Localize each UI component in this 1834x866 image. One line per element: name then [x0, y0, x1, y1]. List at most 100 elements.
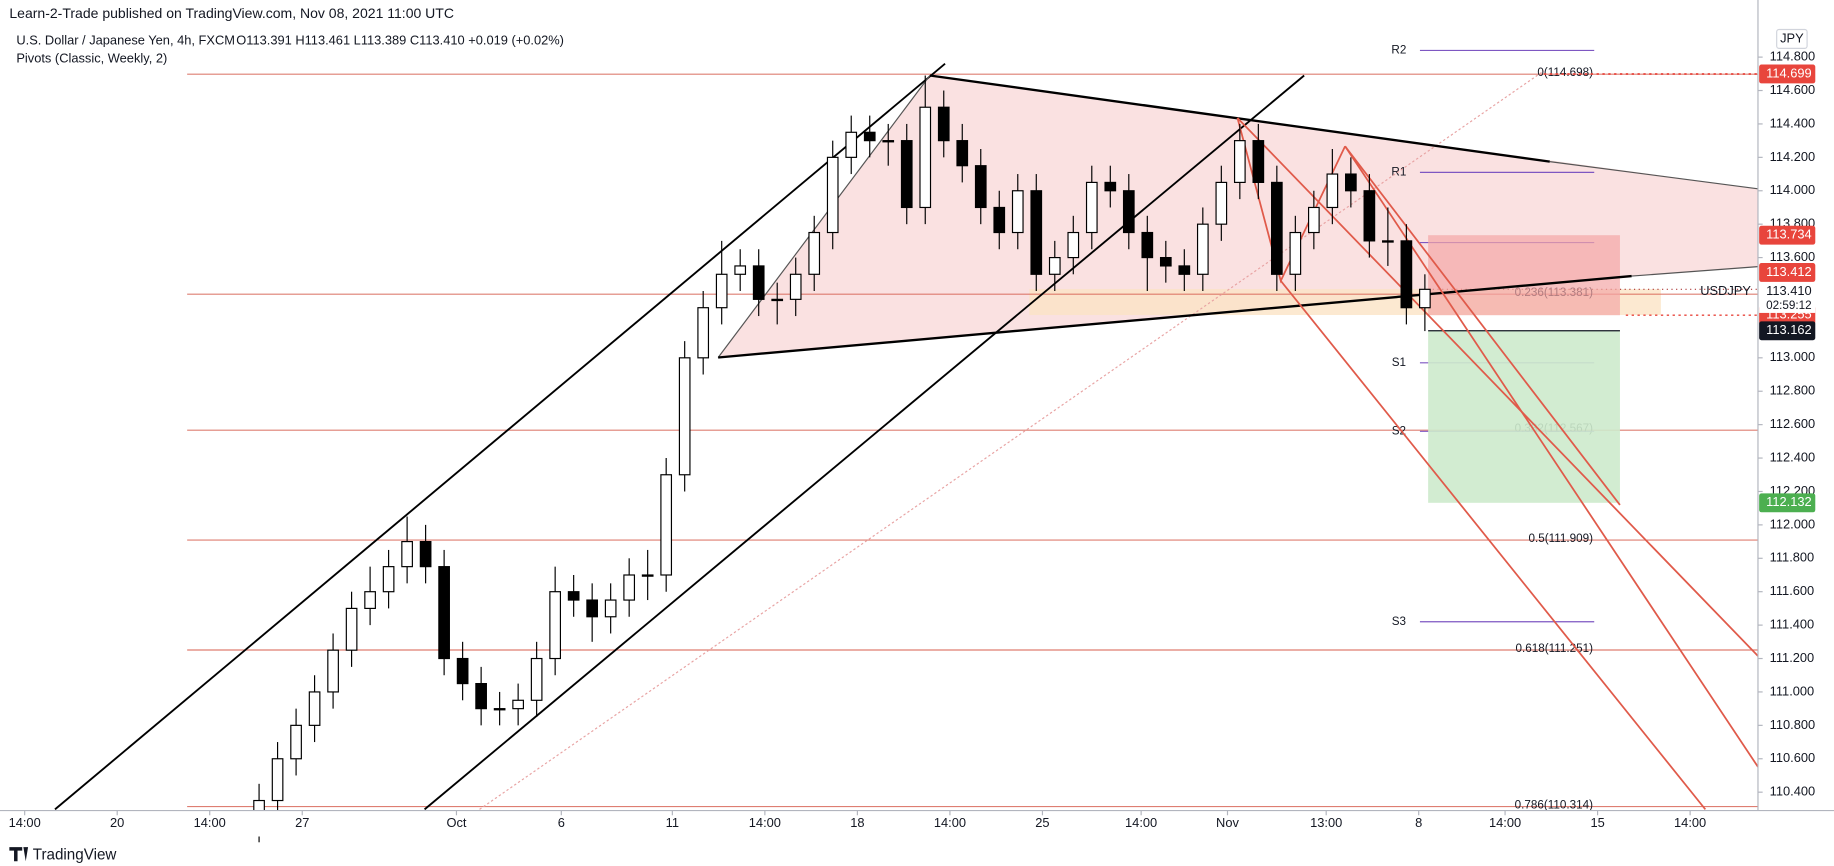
candle-body — [456, 657, 469, 685]
candle-body — [364, 591, 376, 609]
candle-body — [641, 574, 654, 577]
pivot-label: S2 — [1392, 424, 1406, 437]
y-tick-label: 114.400 — [1770, 115, 1816, 130]
price-tag — [1759, 321, 1816, 341]
candle-body — [1159, 256, 1172, 267]
brand: TradingView — [33, 846, 118, 863]
candle-body — [327, 649, 339, 693]
countdown: 02:59:12 — [1766, 299, 1811, 312]
price-tag-label: 113.734 — [1766, 227, 1812, 242]
candle-body — [956, 140, 969, 167]
x-tick-label: 14:00 — [9, 815, 41, 830]
price-tag — [1759, 64, 1816, 84]
candles — [253, 75, 1431, 843]
channel-line — [423, 74, 1305, 811]
candle-body — [660, 474, 673, 576]
price-tag — [1759, 263, 1816, 282]
currency-box — [1776, 28, 1808, 49]
candle-body — [697, 307, 710, 359]
candle-body — [1215, 181, 1228, 225]
symbol-label: USDJPY — [1700, 283, 1751, 298]
fib-label: 0.786(110.314) — [1515, 798, 1593, 811]
y-tick-label: 112.600 — [1770, 416, 1816, 431]
x-tick-label: 18 — [850, 815, 864, 830]
candle-body — [1122, 190, 1135, 234]
x-tick-label: 14:00 — [1125, 815, 1157, 830]
candle-body — [512, 699, 524, 710]
y-tick-label: 112.400 — [1770, 449, 1816, 464]
candle-body — [1067, 231, 1080, 259]
y-tick-label: 110.800 — [1770, 717, 1816, 732]
candle-body — [345, 607, 358, 651]
x-tick-label: Nov — [1216, 815, 1239, 830]
y-tick-label: 112.800 — [1770, 383, 1816, 398]
x-tick-label: 13:00 — [1310, 815, 1342, 830]
candle-body — [734, 265, 747, 275]
triangle-top-ext — [1549, 161, 1759, 190]
candle-body — [845, 131, 858, 158]
candle-body — [549, 591, 561, 660]
x-tick-label: 6 — [558, 815, 565, 830]
candle-body — [1400, 240, 1413, 309]
last-price: 113.410 — [1766, 283, 1812, 298]
candle-body — [1270, 181, 1283, 275]
fib-label: 0.5(111.909) — [1529, 532, 1594, 545]
y-tick-label: 111.600 — [1770, 583, 1815, 598]
candle-body — [1363, 190, 1376, 242]
triangle-bottom-ext — [1631, 266, 1759, 277]
pivot-label: S1 — [1392, 356, 1406, 369]
candle-body — [937, 106, 950, 142]
fib-label: 0.618(111.251) — [1516, 642, 1594, 655]
triangle-edge — [717, 75, 931, 358]
candle-body — [1308, 206, 1320, 234]
candle-body — [271, 758, 284, 802]
x-tick-label: 14:00 — [1674, 815, 1706, 830]
candle-body — [1141, 231, 1154, 259]
candle-body — [826, 156, 839, 234]
x-tick-label: 15 — [1590, 815, 1604, 830]
published-title: Learn-2-Trade published on TradingView.c… — [9, 5, 454, 21]
price-tag — [1759, 493, 1816, 513]
triangle-top — [929, 74, 1550, 163]
channel-line — [54, 62, 946, 811]
candle-body — [1178, 265, 1191, 275]
candle-body — [1011, 190, 1024, 234]
candle-body — [1419, 288, 1431, 309]
x-tick-label: 14:00 — [934, 815, 966, 830]
x-tick-label: 14:00 — [749, 815, 781, 830]
y-tick-label: 114.800 — [1770, 48, 1816, 63]
x-tick-label: 25 — [1035, 815, 1049, 830]
pitchfork-line — [1280, 280, 1707, 810]
x-tick-label: Oct — [446, 815, 466, 830]
y-tick-label: 111.400 — [1770, 616, 1815, 631]
candle-body — [715, 273, 728, 309]
candle-body — [1048, 256, 1061, 275]
price-tag-label: 113.412 — [1766, 264, 1812, 279]
y-tick-label: 111.200 — [1770, 650, 1815, 665]
risk-box — [1428, 235, 1620, 316]
candle-body — [1382, 240, 1394, 243]
candle-body — [1289, 231, 1302, 275]
candle-body — [1326, 173, 1339, 209]
price-tag — [1759, 225, 1816, 245]
candle-body — [1233, 140, 1246, 183]
candle-body — [1345, 173, 1357, 192]
candle-body — [604, 599, 617, 618]
fib-label: 0(114.698) — [1537, 66, 1593, 79]
candle-body — [771, 298, 784, 302]
x-tick-label: 27 — [295, 815, 309, 830]
y-tick-label: 114.200 — [1770, 149, 1816, 164]
triangle-bottom — [718, 274, 1632, 359]
candle-body — [789, 273, 802, 300]
pitchfork-line — [1236, 117, 1759, 657]
candle-body — [993, 206, 1006, 234]
candle-body — [1030, 190, 1043, 275]
candle-body — [401, 540, 413, 568]
candle-body — [678, 357, 691, 476]
candle-body — [438, 566, 450, 660]
y-tick-label: 111.800 — [1770, 550, 1815, 565]
candle-body — [586, 599, 599, 618]
currency: JPY — [1780, 30, 1804, 45]
